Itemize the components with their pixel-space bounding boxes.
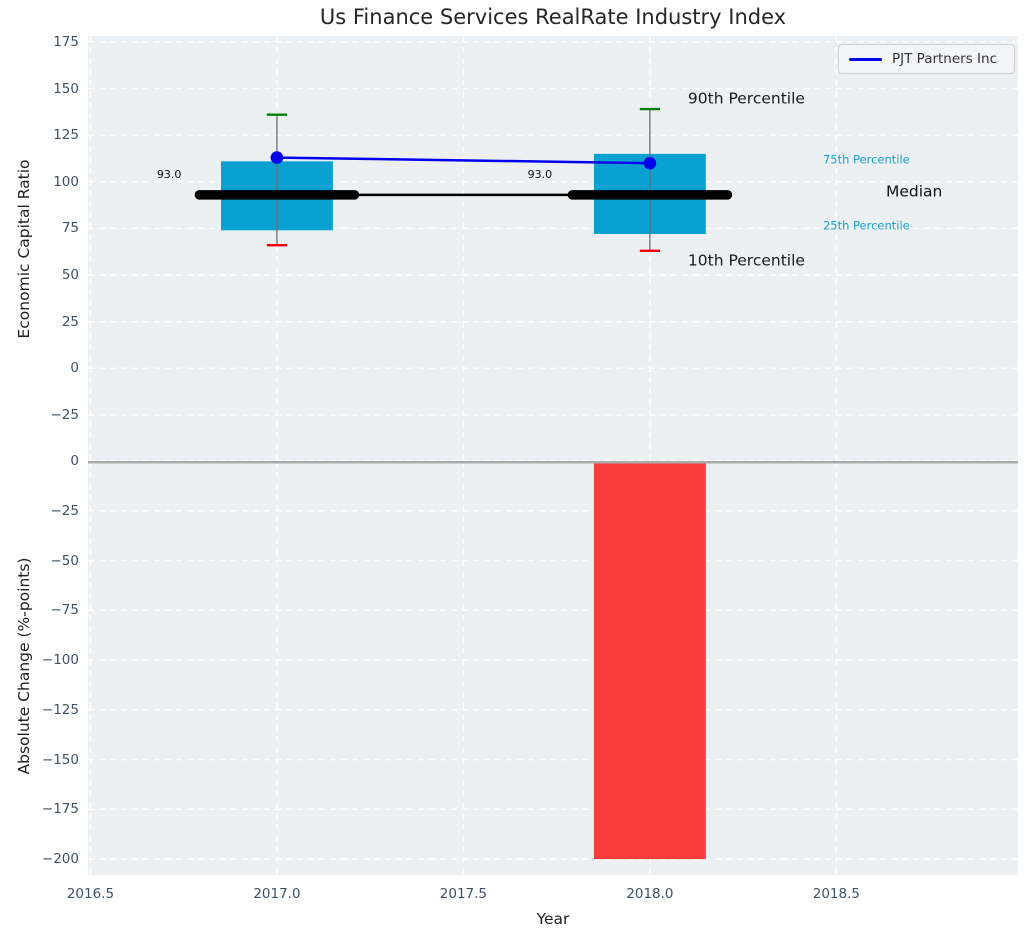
series-marker-2018 [643, 156, 657, 170]
bar-2018 [593, 461, 706, 860]
y-tick-label: −75 [50, 602, 80, 619]
y-tick-label: 175 [53, 33, 79, 50]
x-tick-label: 2017.0 [253, 886, 301, 902]
x-tick-label: 2017.5 [439, 886, 488, 902]
x-tick-label: 2018.0 [626, 886, 674, 902]
y-tick-label: 150 [53, 80, 79, 97]
plot-top-canvas [88, 36, 1018, 461]
annotation-75th-percentile: 75th Percentile [822, 152, 910, 167]
y-tick-label: −150 [41, 751, 79, 768]
series-line-pjt-partners-inc [276, 156, 650, 165]
legend-label: PJT Partners Inc [892, 51, 998, 67]
annotation-10th-percentile: 10th Percentile [687, 251, 805, 270]
y-tick-label: −175 [41, 801, 79, 818]
annotation-93-0: 93.0 [156, 168, 182, 182]
y-tick-label: 100 [53, 173, 79, 190]
y-tick-label: −100 [41, 652, 79, 669]
y-tick-label: 125 [53, 127, 79, 144]
y-tick-label: 25 [61, 313, 79, 330]
annotation-93-0: 93.0 [527, 168, 553, 182]
y-tick-label: −125 [41, 701, 79, 718]
x-tick-label: 2016.5 [66, 886, 115, 902]
y-tick-label: −50 [50, 552, 80, 569]
annotation-median: Median [885, 182, 943, 201]
y-tick-label: 75 [61, 220, 79, 237]
y-tick-label: −25 [50, 406, 80, 423]
y-tick-label: −200 [41, 851, 79, 868]
chart-title: Us Finance Services RealRate Industry In… [319, 5, 787, 29]
annotation-25th-percentile: 25th Percentile [822, 219, 910, 234]
y-tick-label: 0 [70, 360, 79, 377]
legend: PJT Partners Inc [838, 44, 1015, 74]
x-axis-label: Year [536, 910, 570, 928]
plot-bottom-canvas [88, 460, 1018, 875]
legend-line-sample-icon [849, 57, 882, 61]
annotation-90th-percentile: 90th Percentile [687, 89, 805, 108]
x-tick-label: 2018.5 [812, 886, 860, 902]
series-marker-2017 [270, 151, 284, 164]
y-tick-label: 0 [70, 453, 79, 469]
bottom-plot-area [88, 460, 1018, 875]
y-tick-label: −25 [50, 502, 80, 519]
top-plot-area [88, 36, 1018, 461]
y-tick-label: 50 [61, 267, 79, 284]
